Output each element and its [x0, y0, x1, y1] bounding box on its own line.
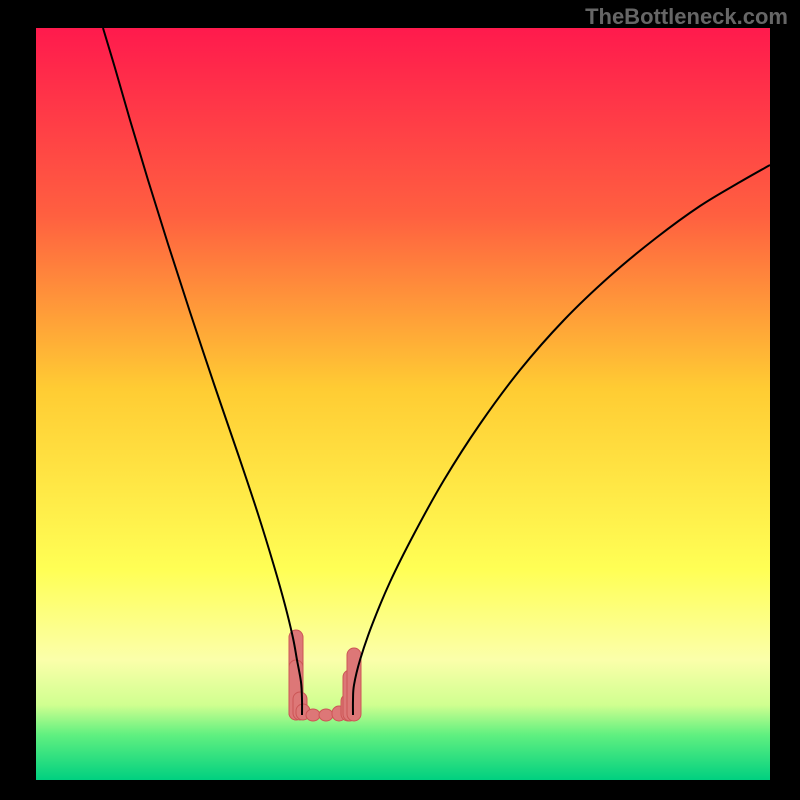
data-bar [306, 709, 320, 721]
plot-background [36, 28, 770, 780]
chart-container: TheBottleneck.com [0, 0, 800, 800]
data-bar [319, 709, 333, 721]
chart-svg [0, 0, 800, 800]
watermark-label: TheBottleneck.com [585, 4, 788, 30]
